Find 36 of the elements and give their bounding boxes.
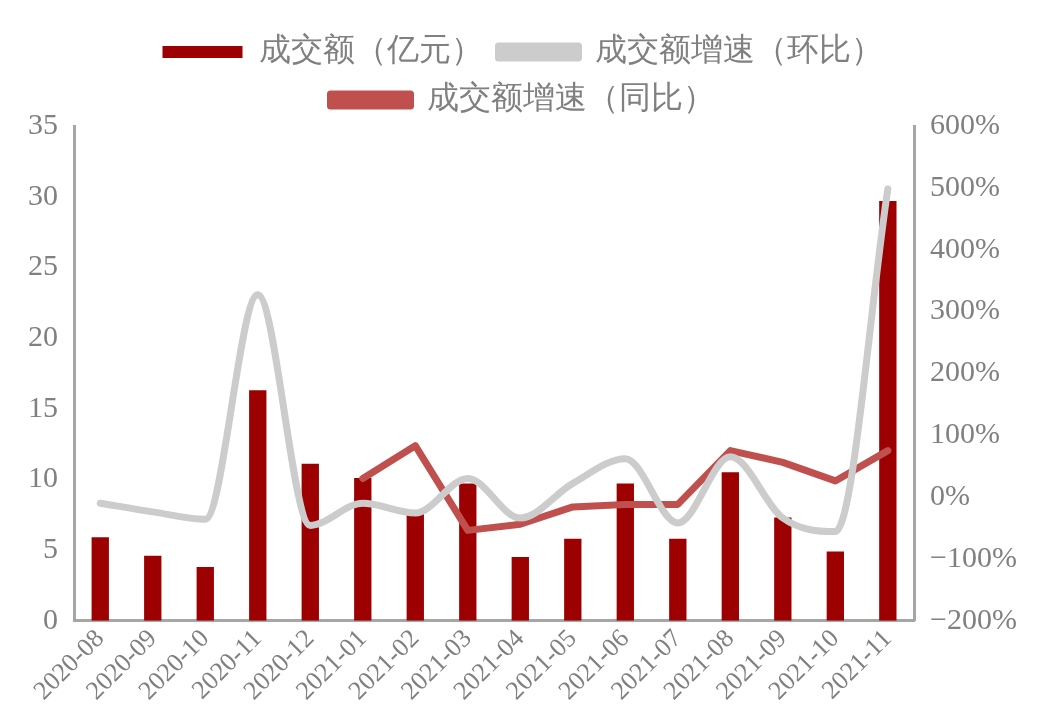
y2-tick-label: 600% <box>930 106 1001 140</box>
bar <box>879 200 897 621</box>
y2-tick-label: 400% <box>930 230 1001 264</box>
bar <box>669 538 687 621</box>
y2-tick-label: 200% <box>930 354 1001 388</box>
bar <box>144 555 162 621</box>
y2-tick-label: −200% <box>930 601 1018 635</box>
bar <box>354 477 372 621</box>
legend-label: 成交额增速（环比） <box>594 31 883 68</box>
bar <box>249 390 267 621</box>
bar <box>721 472 739 621</box>
y2-tick-label: 100% <box>930 416 1001 450</box>
bar <box>511 557 529 621</box>
y2-tick-label: 0% <box>930 477 971 511</box>
y-tick-label: 20 <box>28 318 58 352</box>
legend-label: 成交额（亿元） <box>258 31 483 68</box>
y-tick-label: 5 <box>43 530 58 564</box>
bar <box>564 538 582 621</box>
bar <box>616 483 634 621</box>
legend-label: 成交额增速（同比） <box>426 79 715 116</box>
bar <box>406 513 424 621</box>
bar <box>301 463 319 621</box>
y-tick-label: 0 <box>43 601 58 635</box>
y-tick-label: 25 <box>28 248 58 282</box>
bar <box>774 517 792 621</box>
y-tick-label: 30 <box>28 177 58 211</box>
y-tick-label: 15 <box>28 389 58 423</box>
bar <box>459 483 477 621</box>
y2-tick-label: −100% <box>930 539 1018 573</box>
bar <box>91 537 109 621</box>
y-tick-label: 10 <box>28 460 58 494</box>
bar <box>826 551 844 621</box>
bar <box>196 566 214 621</box>
y-tick-label: 35 <box>28 106 58 140</box>
y2-tick-label: 500% <box>930 168 1001 202</box>
y2-tick-label: 300% <box>930 292 1001 326</box>
